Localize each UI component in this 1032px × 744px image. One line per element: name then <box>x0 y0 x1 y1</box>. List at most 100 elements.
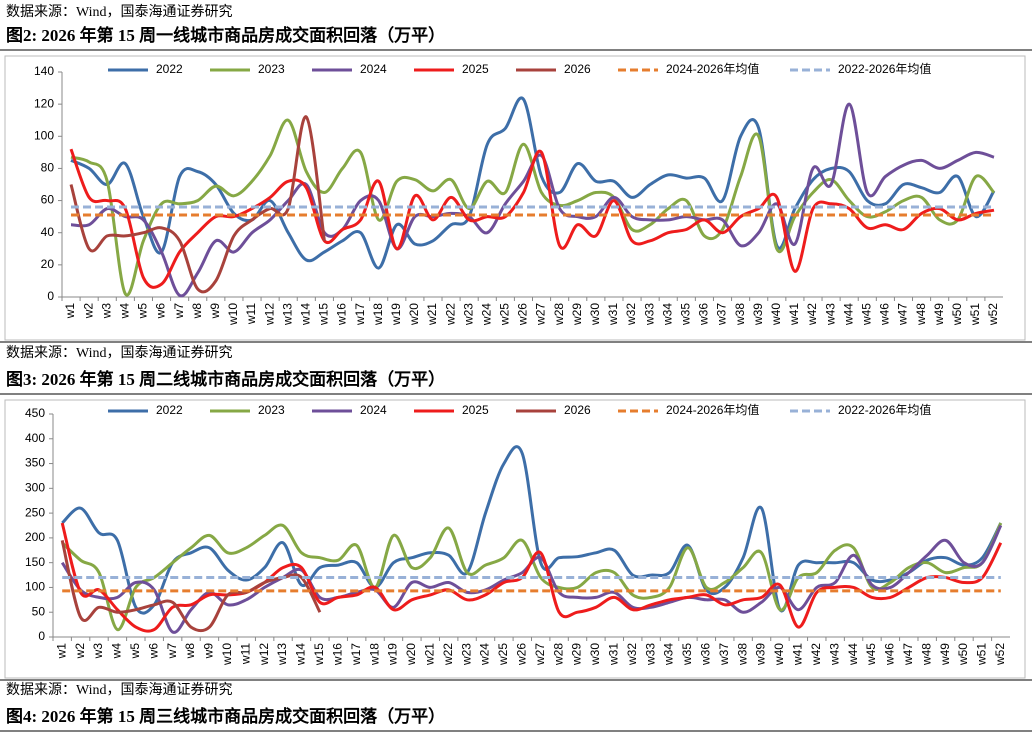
x-tick-label: w17 <box>353 303 367 326</box>
figure-title: 图2: 2026 年第 15 周一线城市商品房成交面积回落（万平） <box>6 25 445 45</box>
source-note: 数据来源：Wind，国泰海通证券研究 <box>6 682 233 698</box>
source-note: 数据来源：Wind，国泰海通证券研究 <box>6 4 233 20</box>
x-tick-label: w24 <box>478 643 492 666</box>
x-tick-label: w2 <box>73 643 87 660</box>
x-tick-label: w26 <box>514 643 528 666</box>
x-tick-label: w39 <box>751 303 765 326</box>
y-tick-label: 40 <box>41 225 55 239</box>
x-tick-label: w10 <box>220 643 234 666</box>
legend-label: 2025 <box>462 62 489 76</box>
x-tick-label: w25 <box>496 643 510 666</box>
x-tick-label: w44 <box>846 643 860 666</box>
x-tick-label: w19 <box>389 303 403 326</box>
legend-label: 2026 <box>564 62 591 76</box>
x-tick-label: w5 <box>136 303 150 320</box>
y-tick-label: 150 <box>25 555 45 569</box>
x-tick-label: w2 <box>81 303 95 320</box>
series-line <box>60 540 322 633</box>
y-tick-label: 450 <box>25 406 45 420</box>
x-tick-label: w13 <box>275 643 289 666</box>
x-tick-label: w4 <box>110 643 124 660</box>
series-line <box>60 522 1003 633</box>
x-tick-label: w28 <box>551 643 565 666</box>
source-note: 数据来源：Wind，国泰海通证券研究 <box>6 345 233 361</box>
x-tick-label: w38 <box>735 643 749 666</box>
x-tick-label: w20 <box>404 643 418 666</box>
y-tick-label: 0 <box>38 629 45 643</box>
y-tick-label: 140 <box>34 64 54 78</box>
x-tick-label: w36 <box>697 303 711 326</box>
x-tick-label: w32 <box>624 303 638 326</box>
x-tick-label: w6 <box>146 643 160 660</box>
series-line <box>69 115 326 294</box>
x-tick-label: w40 <box>772 643 786 666</box>
x-tick-label: w47 <box>896 303 910 326</box>
legend-label: 2026 <box>564 403 591 417</box>
x-tick-label: w23 <box>461 303 475 326</box>
x-tick-label: w11 <box>238 643 252 665</box>
legend-label: 2023 <box>258 62 285 76</box>
x-tick-label: w37 <box>715 303 729 326</box>
x-tick-label: w51 <box>968 303 982 326</box>
x-tick-label: w34 <box>662 643 676 666</box>
x-tick-label: w35 <box>678 303 692 326</box>
x-tick-label: w44 <box>841 303 855 326</box>
x-tick-label: w8 <box>190 303 204 320</box>
x-tick-label: w23 <box>459 643 473 666</box>
x-tick-label: w31 <box>606 303 620 326</box>
x-tick-label: w12 <box>257 643 271 666</box>
x-tick-label: w15 <box>312 643 326 666</box>
y-tick-label: 0 <box>47 289 54 303</box>
x-tick-label: w29 <box>570 303 584 326</box>
x-tick-label: w37 <box>717 643 731 666</box>
x-tick-label: w48 <box>914 303 928 326</box>
x-tick-label: w40 <box>769 303 783 326</box>
x-tick-label: w51 <box>975 643 989 666</box>
series-line <box>70 102 995 298</box>
y-tick-label: 80 <box>41 161 55 175</box>
x-tick-label: w15 <box>317 303 331 326</box>
legend-label: 2025 <box>462 403 489 417</box>
x-tick-label: w12 <box>262 303 276 326</box>
series-line <box>61 445 1003 615</box>
series-line <box>70 118 996 297</box>
x-tick-label: w25 <box>498 303 512 326</box>
y-tick-label: 400 <box>25 431 45 445</box>
x-tick-label: w27 <box>534 303 548 326</box>
x-tick-label: w35 <box>680 643 694 666</box>
x-tick-label: w16 <box>330 643 344 666</box>
x-tick-label: w38 <box>733 303 747 326</box>
y-tick-label: 20 <box>41 257 55 271</box>
x-tick-label: w50 <box>950 303 964 326</box>
figure-title: 图3: 2026 年第 15 周二线城市商品房成交面积回落（万平） <box>6 369 445 389</box>
x-tick-label: w43 <box>827 643 841 666</box>
x-tick-label: w42 <box>805 303 819 326</box>
x-tick-label: w48 <box>919 643 933 666</box>
plot: 0 50 100 150 200 250 300 350 400 450 w1 w2 w3 w4 w5 w6 w… <box>25 402 1010 666</box>
x-tick-label: w41 <box>787 303 801 326</box>
x-tick-label: w45 <box>864 643 878 666</box>
y-tick-label: 100 <box>34 128 54 142</box>
y-tick-label: 120 <box>34 96 54 110</box>
x-tick-label: w47 <box>901 643 915 666</box>
x-tick-label: w39 <box>754 643 768 666</box>
x-tick-label: w27 <box>533 643 547 666</box>
x-tick-label: w34 <box>660 303 674 326</box>
x-tick-label: w41 <box>791 643 805 666</box>
x-tick-label: w1 <box>54 643 68 660</box>
x-tick-label: w52 <box>993 643 1007 666</box>
y-tick-label: 100 <box>25 580 45 594</box>
y-tick-label: 60 <box>41 193 55 207</box>
x-tick-label: w30 <box>588 643 602 666</box>
x-tick-label: w13 <box>280 303 294 326</box>
x-tick-label: w11 <box>244 303 258 325</box>
y-tick-label: 350 <box>25 456 45 470</box>
x-tick-label: w10 <box>226 303 240 326</box>
legend-label: 2024-2026年均值 <box>666 61 759 76</box>
chart-frame <box>4 55 1026 341</box>
x-tick-label: w36 <box>698 643 712 666</box>
y-tick-label: 50 <box>32 604 46 618</box>
x-tick-label: w26 <box>516 303 530 326</box>
x-tick-label: w7 <box>165 643 179 660</box>
